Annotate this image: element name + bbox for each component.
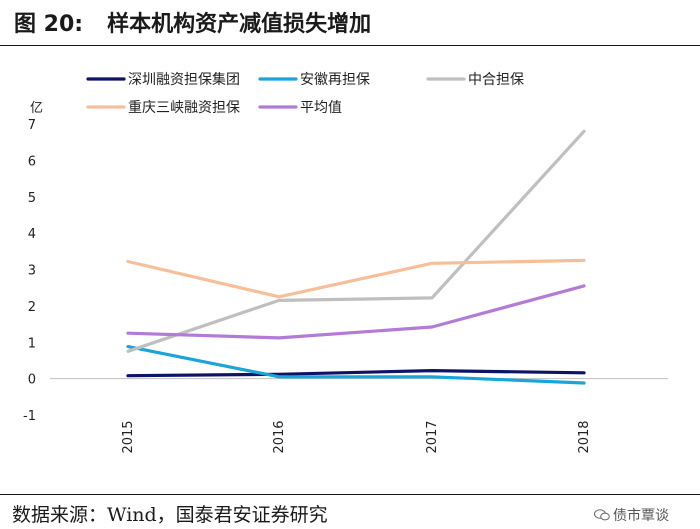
legend-label: 重庆三峡融资担保 bbox=[128, 100, 240, 116]
y-tick-label: 5 bbox=[28, 191, 36, 206]
source-note: 数据来源：Wind，国泰君安证券研究 bbox=[12, 504, 328, 526]
x-tick-label: 2018 bbox=[577, 420, 592, 453]
figure-number: 图 20: bbox=[14, 12, 84, 37]
y-tick-label: 4 bbox=[28, 227, 36, 242]
series-lines bbox=[126, 129, 586, 385]
chat-bubble-icon bbox=[594, 509, 610, 521]
legend-label: 平均值 bbox=[300, 100, 342, 116]
legend-label: 安徽再担保 bbox=[300, 72, 370, 88]
y-axis: -1 0 1 2 3 4 5 6 7 bbox=[23, 118, 36, 424]
legend-label: 中合担保 bbox=[468, 72, 524, 88]
y-tick-label: 7 bbox=[28, 118, 36, 133]
series-line-4 bbox=[126, 258, 586, 299]
series-line-1 bbox=[126, 369, 586, 378]
series-line-3 bbox=[126, 129, 586, 353]
figure-title-text: 样本机构资产减值损失增加 bbox=[107, 12, 372, 37]
legend-label: 深圳融资担保集团 bbox=[128, 71, 240, 88]
y-axis-label: 亿 bbox=[30, 101, 43, 116]
y-tick-label: 3 bbox=[28, 264, 36, 279]
x-tick-label: 2015 bbox=[121, 420, 136, 453]
watermark: 债市覃谈 bbox=[594, 505, 669, 525]
bottom-rule bbox=[0, 494, 700, 495]
x-axis: 2015 2016 2017 2018 bbox=[50, 378, 668, 454]
x-tick-label: 2017 bbox=[425, 420, 440, 453]
y-tick-label: 6 bbox=[28, 154, 36, 169]
watermark-text: 债市覃谈 bbox=[613, 508, 669, 524]
y-tick-label: 0 bbox=[28, 373, 36, 388]
figure-title: 图 20: 样本机构资产减值损失增加 bbox=[14, 6, 371, 38]
x-tick-label: 2016 bbox=[272, 420, 287, 453]
y-tick-label: 1 bbox=[28, 336, 36, 351]
y-tick-label: -1 bbox=[23, 409, 36, 424]
series-line-5 bbox=[126, 284, 586, 340]
y-tick-label: 2 bbox=[28, 300, 36, 315]
top-rule bbox=[0, 45, 700, 46]
series-line-2 bbox=[126, 345, 586, 385]
